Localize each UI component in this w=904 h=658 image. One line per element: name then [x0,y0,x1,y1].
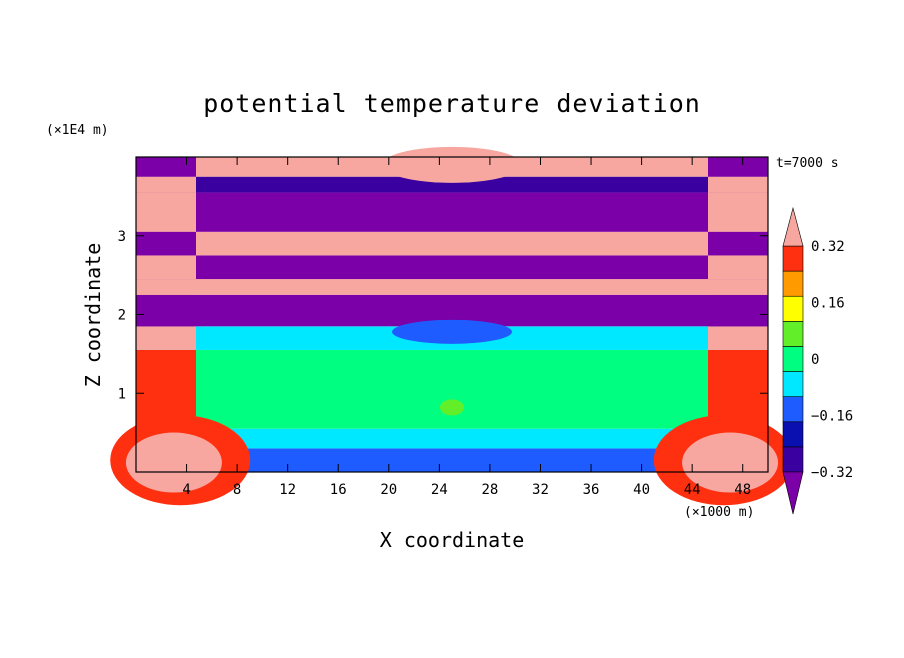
colorbar-swatch-7 [782,270,804,297]
colorbar-tick-label: −0.32 [811,465,853,481]
colorbar-swatch-8 [782,245,804,272]
y-unit-label: (×1E4 m) [46,123,109,138]
contour-band-left-edge-10 [136,157,196,177]
contour-band-right-edge-3 [708,326,768,350]
x-tick-label: 48 [734,482,751,498]
contour-band-left-edge-5 [136,279,196,295]
x-tick-label: 4 [182,482,190,498]
contour-band-5 [136,279,768,295]
contour-band-right-edge-5 [708,279,768,295]
x-tick-label: 32 [532,482,549,498]
contour-center-cold-core [392,319,512,344]
y-tick-label: 3 [118,229,126,245]
colorbar-tick-label: 0.16 [811,296,845,312]
x-tick-label: 24 [431,482,448,498]
colorbar-swatch-6 [782,295,804,322]
contour-field [110,146,794,506]
x-tick-label: 16 [330,482,347,498]
y-axis-label: Z coordinate [81,243,105,388]
colorbar-swatch-0 [782,446,804,473]
contour-top-center-warm [382,146,522,183]
time-label: t=7000 s [776,156,839,171]
colorbar-tick-label: 0 [811,352,819,368]
colorbar-swatch-2 [782,396,804,423]
x-tick-label: 20 [380,482,397,498]
contour-band-right-edge-6 [708,255,768,280]
contour-band-left-edge-7 [136,231,196,256]
contour-band-6 [136,255,768,280]
colorbar: 0.32 0.16 0 −0.16 −0.32 [782,206,853,515]
contour-band-right-edge-4 [708,294,768,327]
contour-band-right-edge-9 [708,176,768,193]
x-axis-ticks: 4 8 12 16 20 24 28 32 36 40 44 48 [182,157,751,498]
contour-band-9 [136,176,768,193]
y-tick-label: 1 [118,386,126,402]
colorbar-swatch-5 [782,321,804,347]
x-tick-label: 36 [583,482,600,498]
contour-band-1 [136,428,768,449]
contour-band-8 [136,192,768,232]
x-axis-label: X coordinate [380,528,525,552]
colorbar-min-extension [782,471,804,515]
colorbar-swatch-3 [782,371,804,397]
chart-title: potential temperature deviation [203,89,701,118]
contour-band-2 [136,349,768,429]
x-unit-label: (×1000 m) [684,505,754,520]
x-tick-label: 12 [279,482,296,498]
contour-center-warm-spot [440,399,464,416]
contour-band-left-edge-9 [136,176,196,193]
colorbar-tick-label: −0.16 [811,409,853,425]
colorbar-max-extension [782,206,804,247]
contour-band-left-edge-4 [136,294,196,327]
x-tick-label: 28 [481,482,498,498]
contour-plume-right-inner [682,432,779,493]
x-tick-label: 8 [233,482,241,498]
contour-band-right-edge-7 [708,231,768,256]
contour-plume-left-inner [125,432,222,493]
y-tick-label: 2 [118,308,126,324]
colorbar-swatch-1 [782,421,804,448]
colorbar-tick-label: 0.32 [811,239,845,255]
contour-band-left-edge-3 [136,326,196,350]
contour-band-0 [136,448,768,472]
x-tick-label: 44 [684,482,701,498]
x-tick-label: 40 [633,482,650,498]
contour-band-right-edge-10 [708,157,768,177]
y-axis-ticks: 1 2 3 [118,229,768,402]
plot-frame [135,156,769,473]
contour-band-7 [136,231,768,256]
contour-band-left-edge-8 [136,192,196,232]
colorbar-swatch-4 [782,346,804,372]
contour-band-right-edge-8 [708,192,768,232]
contour-band-left-edge-6 [136,255,196,280]
